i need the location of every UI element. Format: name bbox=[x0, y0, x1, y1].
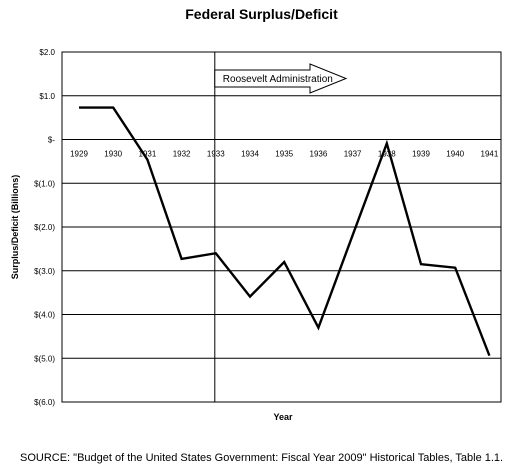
annotation-layer: Roosevelt Administration bbox=[214, 52, 348, 402]
y-tick-label: $(2.0) bbox=[34, 223, 55, 232]
x-tick-label: 1941 bbox=[481, 150, 499, 159]
x-tick-label: 1937 bbox=[344, 150, 362, 159]
x-tick-label: 1932 bbox=[173, 150, 191, 159]
y-tick-label: $(5.0) bbox=[34, 354, 55, 363]
x-tick-label: 1939 bbox=[412, 150, 430, 159]
y-tick-label: $- bbox=[48, 136, 55, 145]
x-tick-label: 1935 bbox=[275, 150, 293, 159]
x-tick-label: 1936 bbox=[310, 150, 328, 159]
y-tick-label: $(6.0) bbox=[34, 398, 55, 407]
grid-lines bbox=[62, 51, 501, 403]
roosevelt-arrow bbox=[214, 63, 348, 94]
x-axis-ticks: 1929 1930 1931 1932 1933 1934 1935 1936 1937 1938… bbox=[70, 150, 499, 159]
y-tick-label: $2.0 bbox=[39, 48, 55, 57]
y-tick-label: $(3.0) bbox=[34, 267, 55, 276]
chart-title: Federal Surplus/Deficit bbox=[185, 6, 338, 22]
y-axis-ticks: $2.0 $1.0 $- $(1.0) $(2.0) $(3.0) $(4.0) $(5.0)… bbox=[34, 48, 55, 407]
y-tick-label: $1.0 bbox=[39, 92, 55, 101]
series-line bbox=[79, 106, 491, 357]
x-axis-label: Year bbox=[273, 412, 293, 422]
plot-area-border bbox=[61, 51, 502, 403]
x-tick-label: 1933 bbox=[207, 150, 225, 159]
x-tick-label: 1931 bbox=[139, 150, 157, 159]
x-tick-label: 1938 bbox=[378, 150, 396, 159]
x-tick-label: 1934 bbox=[241, 150, 259, 159]
x-tick-label: 1930 bbox=[104, 150, 122, 159]
series-layer bbox=[79, 106, 491, 357]
x-tick-label: 1940 bbox=[446, 150, 464, 159]
x-tick-label: 1929 bbox=[70, 150, 88, 159]
y-axis-label: Surplus/Deficit (Billions) bbox=[10, 175, 20, 280]
y-tick-label: $(1.0) bbox=[34, 179, 55, 188]
arrow-label: Roosevelt Administration bbox=[223, 74, 333, 85]
y-tick-label: $(4.0) bbox=[34, 311, 55, 320]
source-note: SOURCE: "Budget of the United States Gov… bbox=[20, 452, 504, 464]
